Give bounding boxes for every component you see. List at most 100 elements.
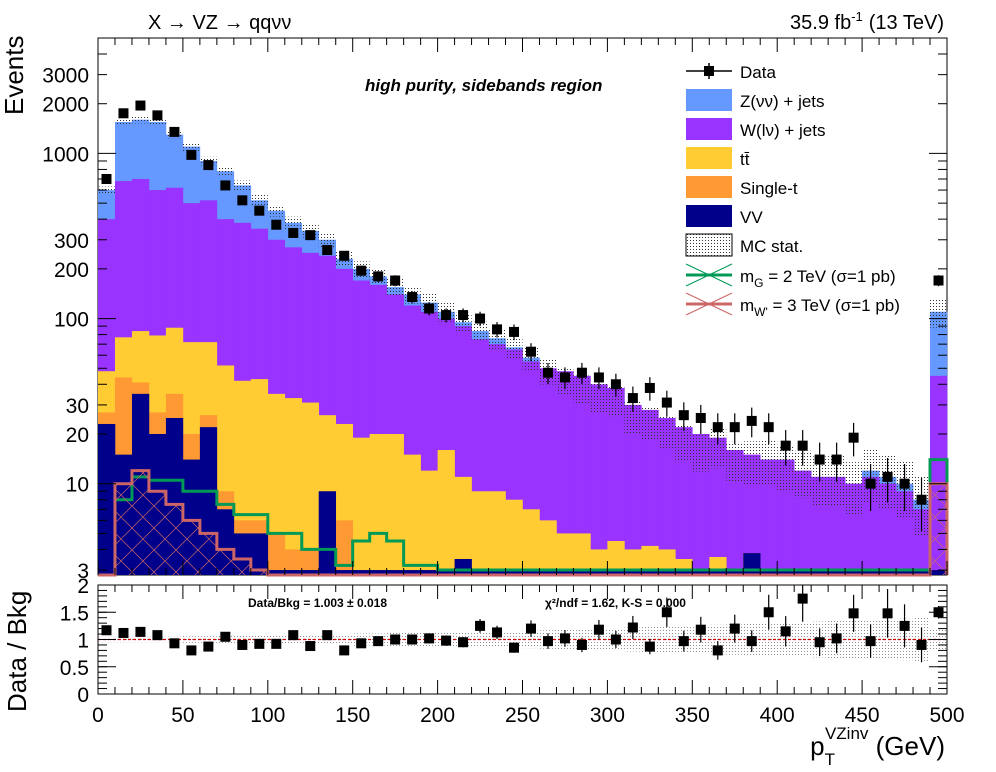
data-point	[424, 303, 435, 314]
lumi-label: 35.9 fb-1 (13 TeV)	[790, 9, 944, 34]
mc-stat-band	[930, 298, 947, 328]
y-axis-label-ratio: Data / Bkg	[2, 591, 32, 712]
axes-layer: 0 50 100 150 200 250 300 350 400 450 5003102030100…	[42, 37, 965, 727]
data-point	[610, 379, 621, 390]
data-point	[559, 372, 570, 383]
bar-vv	[879, 570, 897, 575]
data-point	[899, 478, 910, 489]
data-point	[458, 310, 469, 321]
bar-vv	[250, 533, 269, 575]
bar-vv	[522, 570, 540, 575]
data-point	[712, 422, 723, 433]
ratio-point	[746, 636, 757, 647]
legend-swatch-wjets	[686, 118, 732, 140]
bar-vv	[471, 570, 489, 575]
ratio-y-tick-label: 1.5	[60, 602, 89, 625]
mc-stat-band	[284, 216, 302, 230]
bar-wj	[607, 387, 625, 575]
x-tick-label: 300	[590, 704, 625, 727]
bar-vv	[318, 491, 337, 575]
bar-vv	[301, 570, 320, 575]
data-point	[390, 275, 401, 286]
bar-wj	[675, 427, 693, 575]
ratio-point	[882, 608, 893, 619]
bar-vv	[505, 570, 523, 575]
ratio-y-tick-label: 2	[77, 575, 89, 598]
ratio-point	[712, 645, 723, 656]
y-tick-label: 300	[54, 230, 89, 253]
bar-tt	[539, 520, 557, 575]
y-tick-label: 100	[54, 309, 89, 332]
ratio-point	[729, 623, 740, 634]
ratio-point	[237, 639, 248, 650]
data-point	[118, 108, 129, 119]
legend-entry-signal-graviton: mG = 2 TeV (σ=1 pb)	[685, 263, 896, 290]
data-point	[237, 195, 248, 206]
data-point	[882, 471, 893, 482]
bar-tt	[284, 398, 303, 575]
ratio-point	[322, 630, 333, 641]
ratio-point	[339, 645, 350, 656]
data-point	[916, 494, 927, 505]
legend-label-zjets: Z(νν) + jets	[740, 92, 825, 111]
legend-swatch-ttbar	[686, 147, 732, 169]
data-point	[271, 219, 282, 230]
bar-vv	[454, 558, 472, 575]
ratio-point	[101, 625, 112, 636]
bar-tt	[641, 545, 659, 575]
data-point	[475, 313, 486, 324]
x-tick-label: 450	[845, 704, 880, 727]
x-tick-label: 250	[505, 704, 540, 727]
ratio-point	[390, 634, 401, 645]
mc-stat-band	[250, 194, 268, 207]
mc-stat-band	[607, 386, 625, 418]
bar-vv	[675, 570, 693, 575]
bar-vv	[369, 570, 387, 575]
bar-vv	[624, 570, 642, 575]
mc-stat-band	[233, 180, 251, 191]
ratio-point	[458, 637, 469, 648]
ratio-summary-text: Data/Bkg = 1.003 ± 0.018	[248, 596, 387, 610]
data-point	[220, 180, 231, 191]
bar-tt	[420, 470, 438, 575]
data-point	[186, 149, 197, 160]
bar-tt	[522, 509, 540, 575]
legend-swatch-mc-stat	[685, 233, 733, 257]
y-tick-label: 2000	[42, 94, 89, 117]
data-point	[305, 230, 316, 241]
ratio-layer	[98, 585, 947, 663]
ratio-point	[559, 633, 570, 644]
ratio-band	[658, 626, 676, 653]
mc-stat-band	[709, 428, 727, 469]
data-point	[763, 422, 774, 433]
ratio-band	[794, 622, 812, 657]
mc-stat-band	[641, 406, 659, 440]
bar-st	[284, 549, 303, 575]
ratio-point	[695, 624, 706, 635]
bar-vv	[352, 570, 370, 575]
ratio-point	[525, 623, 536, 634]
ratio-band	[879, 619, 897, 660]
x-tick-label: 350	[675, 704, 710, 727]
bar-tt	[437, 449, 455, 575]
data-point	[746, 415, 757, 426]
data-point	[865, 478, 876, 489]
bar-vv	[556, 570, 574, 575]
ratio-point	[424, 633, 435, 644]
bar-tt	[505, 499, 523, 575]
bar-st	[267, 533, 286, 575]
data-point	[729, 422, 740, 433]
legend-label-wjets: W(lν) + jets	[740, 121, 825, 140]
bar-vv	[845, 570, 863, 575]
y-tick-label: 3000	[42, 65, 89, 88]
mc-stat-band	[114, 118, 132, 126]
bar-wj	[573, 375, 591, 575]
bar-vv	[641, 570, 659, 575]
data-point	[203, 160, 214, 171]
x-tick-label: 200	[420, 704, 455, 727]
data-point	[288, 227, 299, 238]
mc-stat-band	[658, 415, 676, 451]
data-point	[797, 440, 808, 451]
bar-wj	[556, 371, 574, 575]
data-point	[492, 324, 503, 335]
